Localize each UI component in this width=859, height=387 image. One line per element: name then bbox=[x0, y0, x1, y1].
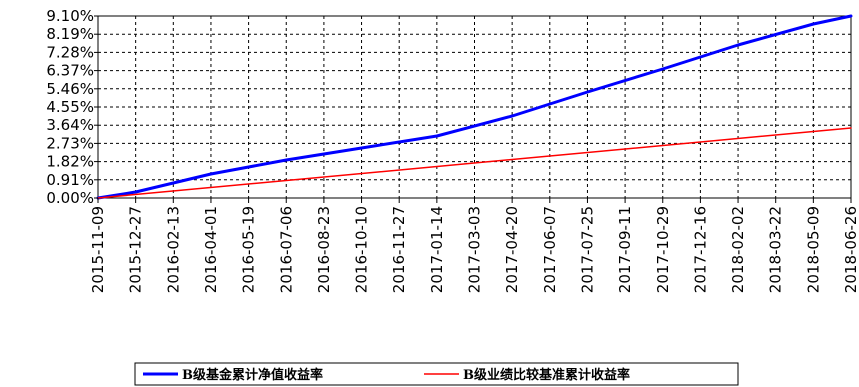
y-tick-label: 7.28% bbox=[46, 43, 94, 61]
x-tick-label: 2017-03-03 bbox=[466, 206, 484, 293]
x-tick-label: 2018-06-26 bbox=[842, 206, 859, 293]
x-tick-label: 2016-07-06 bbox=[277, 206, 295, 293]
y-tick-label: 6.37% bbox=[46, 62, 94, 80]
x-tick-label: 2018-02-02 bbox=[729, 206, 747, 293]
y-tick-label: 2.73% bbox=[46, 134, 94, 152]
x-tick-label: 2015-11-09 bbox=[89, 206, 107, 293]
x-tick-label: 2018-05-09 bbox=[804, 206, 822, 293]
x-tick-label: 2017-10-29 bbox=[654, 206, 672, 293]
x-tick-label: 2017-04-20 bbox=[503, 206, 521, 293]
legend: B级基金累计净值收益率 B级业绩比较基准累计收益率 bbox=[134, 362, 739, 386]
x-tick-label: 2016-02-13 bbox=[164, 206, 182, 293]
series-line-benchmark bbox=[97, 127, 852, 199]
x-axis-ticks: 2015-11-09 2015-12-27 2016-02-13 2016-04-01… bbox=[89, 198, 859, 293]
x-tick-label: 2018-03-22 bbox=[767, 206, 785, 293]
y-tick-label: 1.82% bbox=[46, 153, 94, 171]
x-tick-label: 2015-12-27 bbox=[127, 206, 145, 293]
y-axis-ticks: 0.00%0.91%1.82%2.73%3.64%4.55%5.46%6.37%… bbox=[46, 7, 98, 207]
y-tick-label: 5.46% bbox=[46, 80, 94, 98]
grid-lines bbox=[98, 16, 851, 198]
x-tick-label: 2017-09-11 bbox=[616, 206, 634, 293]
y-tick-label: 3.64% bbox=[46, 116, 94, 134]
y-tick-label: 4.55% bbox=[46, 98, 94, 116]
x-tick-label: 2017-01-14 bbox=[428, 206, 446, 293]
legend-label-b-fund: B级基金累计净值收益率 bbox=[182, 367, 323, 383]
x-tick-label: 2016-10-10 bbox=[353, 206, 371, 293]
x-tick-label: 2017-06-07 bbox=[541, 206, 559, 293]
y-tick-label: 0.91% bbox=[46, 171, 94, 189]
x-tick-label: 2016-05-19 bbox=[240, 206, 258, 293]
y-tick-label: 8.19% bbox=[46, 25, 94, 43]
y-tick-label: 9.10% bbox=[46, 7, 94, 25]
x-tick-label: 2017-12-16 bbox=[691, 206, 709, 293]
series-lines bbox=[96, 14, 853, 200]
x-tick-label: 2016-08-23 bbox=[315, 206, 333, 293]
x-tick-label: 2016-11-27 bbox=[390, 206, 408, 293]
y-tick-label: 0.00% bbox=[46, 189, 94, 207]
x-tick-label: 2017-07-25 bbox=[578, 206, 596, 293]
series-line-b-fund bbox=[96, 14, 853, 200]
legend-label-benchmark: B级业绩比较基准累计收益率 bbox=[463, 367, 630, 383]
x-tick-label: 2016-04-01 bbox=[202, 206, 220, 293]
